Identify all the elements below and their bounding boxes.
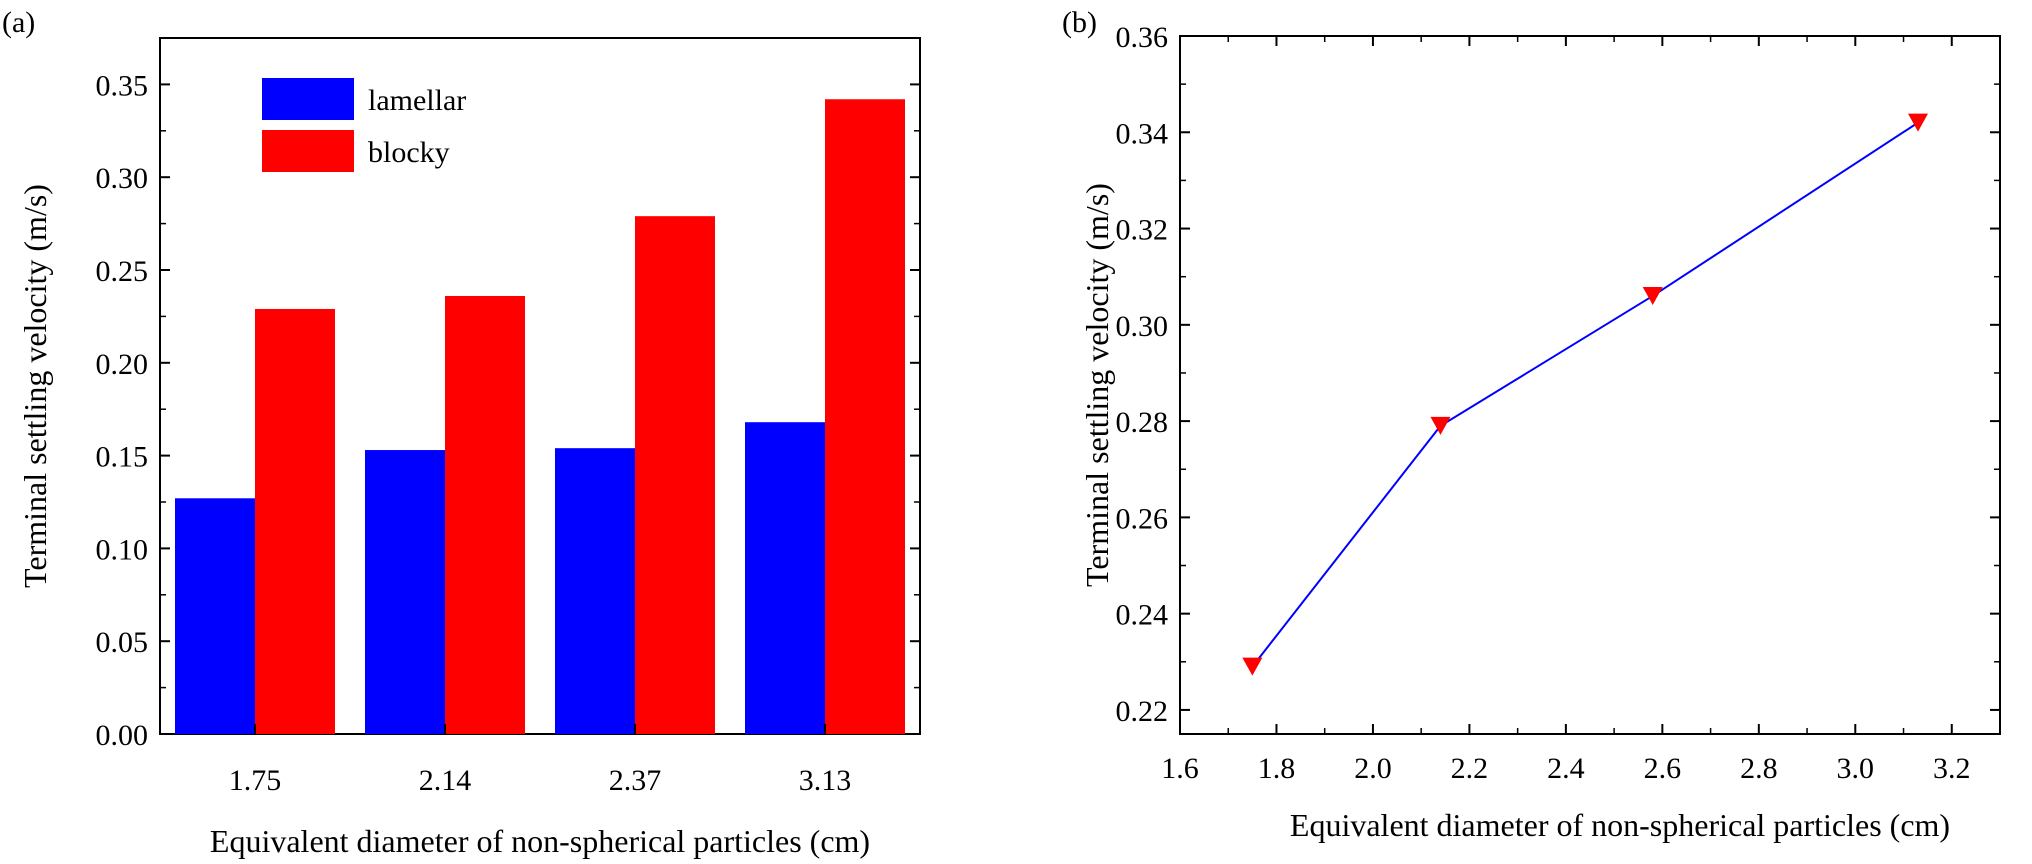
chart-b-line: 0.22 0.24 0.26 0.28 0.30 0.32 0.34 0.36 1.6 1.8 2.… bbox=[1079, 21, 2001, 843]
x-tick-label: 2.4 bbox=[1547, 752, 1585, 785]
bar-blocky bbox=[255, 308, 335, 734]
y-tick-label: 0.30 bbox=[96, 162, 149, 195]
legend-swatch-lamellar bbox=[262, 78, 354, 120]
y-tick-label: 0.15 bbox=[96, 441, 149, 474]
y-tick-label: 0.05 bbox=[96, 626, 149, 659]
y-tick-label: 0.36 bbox=[1116, 21, 1169, 54]
bar-lamellar bbox=[555, 448, 635, 734]
x-tick-label: 2.14 bbox=[419, 764, 472, 797]
x-tick-label: 2.37 bbox=[609, 764, 662, 797]
y-tick-label: 0.10 bbox=[96, 533, 149, 566]
x-tick-label: 2.2 bbox=[1451, 752, 1489, 785]
bar-blocky bbox=[635, 216, 715, 734]
legend-swatch-blocky bbox=[262, 130, 354, 172]
y-axis-title: Terminal settling velocity (m/s) bbox=[17, 184, 53, 588]
legend-label: blocky bbox=[368, 136, 450, 169]
legend-label: lamellar bbox=[368, 84, 466, 117]
bar-blocky bbox=[825, 99, 905, 735]
y-tick-label: 0.25 bbox=[96, 255, 149, 288]
x-tick-label: 1.75 bbox=[229, 764, 282, 797]
y-tick-label: 0.00 bbox=[96, 719, 149, 752]
bar-lamellar bbox=[745, 422, 825, 734]
x-tick-label: 2.6 bbox=[1644, 752, 1682, 785]
chart-a-bar: 0.00 0.05 0.10 0.15 0.20 0.25 0.30 0.35 1.75 2.14… bbox=[17, 37, 921, 859]
bar-blocky bbox=[445, 295, 525, 734]
x-axis-title: Equivalent diameter of non-spherical par… bbox=[210, 823, 870, 859]
series-line bbox=[1251, 121, 1919, 668]
y-axis-title: Terminal settling velocity (m/s) bbox=[1079, 183, 1115, 587]
y-tick-label: 0.35 bbox=[96, 69, 149, 102]
plot-frame bbox=[1179, 35, 2001, 735]
x-tick-label: 1.6 bbox=[1161, 752, 1199, 785]
y-tick-label: 0.32 bbox=[1116, 214, 1169, 247]
plot-frame bbox=[159, 37, 921, 735]
bar-lamellar bbox=[175, 498, 255, 734]
x-axis-title: Equivalent diameter of non-spherical par… bbox=[1290, 807, 1950, 843]
y-tick-label: 0.20 bbox=[96, 348, 149, 381]
x-tick-label: 3.0 bbox=[1837, 752, 1875, 785]
y-tick-label: 0.26 bbox=[1116, 502, 1169, 535]
data-point-marker bbox=[1642, 286, 1663, 305]
x-tick-label: 2.8 bbox=[1740, 752, 1778, 785]
panel-a-label: (a) bbox=[2, 6, 35, 39]
data-point-marker bbox=[1908, 113, 1928, 132]
data-point-marker bbox=[1430, 416, 1451, 435]
y-tick-label: 0.34 bbox=[1116, 117, 1169, 150]
x-tick-label: 2.0 bbox=[1354, 752, 1392, 785]
panel-b-label: (b) bbox=[1062, 6, 1097, 39]
x-tick-label: 3.13 bbox=[799, 764, 852, 797]
data-point-marker bbox=[1242, 657, 1263, 676]
y-tick-label: 0.28 bbox=[1116, 406, 1169, 439]
x-tick-label: 3.2 bbox=[1933, 752, 1971, 785]
y-tick-label: 0.30 bbox=[1116, 310, 1169, 343]
bar-lamellar bbox=[365, 450, 445, 734]
y-tick-label: 0.24 bbox=[1116, 599, 1169, 632]
x-tick-label: 1.8 bbox=[1258, 752, 1296, 785]
y-tick-label: 0.22 bbox=[1116, 695, 1169, 728]
